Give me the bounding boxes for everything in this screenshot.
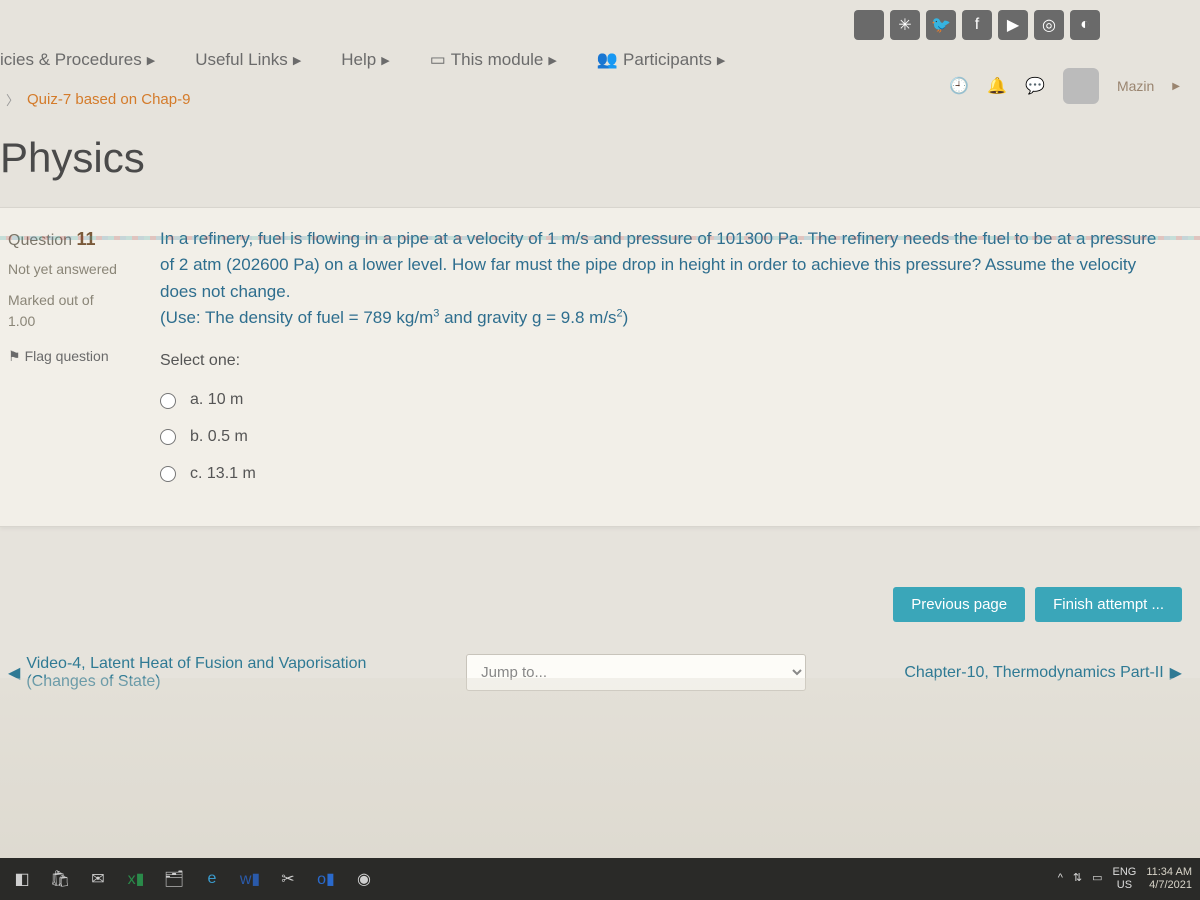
cog-icon[interactable]: ✳ [890,10,920,40]
marked-label: Marked out of [8,292,94,308]
chevron-right-icon: 〉 [6,90,19,109]
nav-useful-links[interactable]: Useful Links ▶ [195,50,301,70]
jump-to-select[interactable]: Jump to... [466,654,806,691]
question-body: In a refinery, fuel is flowing in a pipe… [150,208,1200,526]
apple-icon[interactable] [854,10,884,40]
nav-label: Help [341,50,376,70]
radio-c[interactable] [160,466,176,482]
page-title: Physics [0,134,1200,182]
decorative-strip [0,236,1200,240]
finish-attempt-button[interactable]: Finish attempt ... [1035,587,1182,622]
select-one-label: Select one: [160,349,1172,374]
mail-icon[interactable]: ✉ [84,865,112,893]
clock-icon[interactable]: 🕘 [949,76,969,96]
nav-label: Useful Links [195,50,288,70]
prev-activity-link[interactable]: ◀ Video-4, Latent Heat of Fusion and Vap… [8,655,368,691]
globe-icon[interactable]: ◐ [1070,10,1100,40]
word-icon[interactable]: w▮ [236,865,264,893]
breadcrumb-label[interactable]: Quiz-7 based on Chap-9 [27,91,190,108]
quiz-panel: Question 11 Not yet answered Marked out … [0,207,1200,527]
nav-label: Participants [623,50,712,70]
marked-value: 1.00 [8,313,35,329]
question-label: Question [8,232,72,249]
youtube-icon[interactable]: ▶ [998,10,1028,40]
windows-taskbar: ◧ 🛍 ✉ x▮ 🗂 e w▮ ✂ o▮ ◉ ^ ⇅ ▭ ENG US 11:3… [0,858,1200,900]
system-tray: ^ ⇅ ▭ ENG US 11:34 AM 4/7/2021 [1058,866,1192,892]
topbar-right: 🕘 🔔 💬 Mazin ▶ [949,68,1180,104]
use-mid: and gravity g = 9.8 m/s [439,308,616,327]
excel-icon[interactable]: x▮ [122,865,150,893]
language-indicator[interactable]: ENG US [1112,866,1136,892]
bottom-nav: ◀ Video-4, Latent Heat of Fusion and Vap… [0,642,1200,703]
prev-activity-label: Video-4, Latent Heat of Fusion and Vapor… [26,655,368,691]
radio-b[interactable] [160,429,176,445]
chrome-icon[interactable]: ◉ [350,865,378,893]
question-use: (Use: The density of fuel = 789 kg/m3 an… [160,305,1172,331]
social-bar: ✳ 🐦 f ▶ ◎ ◐ [854,10,1100,40]
question-marked: Marked out of 1.00 [8,290,140,332]
chevron-right-icon: ▶ [548,54,556,67]
radio-a[interactable] [160,393,176,409]
fileexplorer-icon[interactable]: 🗂 [160,865,188,893]
chevron-right-icon: ▶ [717,54,725,67]
lang-label: ENG [1112,866,1136,879]
network-icon[interactable]: ⇅ [1073,872,1082,885]
users-icon: 👥 [597,50,618,70]
bell-icon[interactable]: 🔔 [987,76,1007,96]
option-b[interactable]: b. 0.5 m [160,419,1172,456]
username: Mazin [1117,78,1154,94]
outlook-icon[interactable]: o▮ [312,865,340,893]
nav-policies[interactable]: icies & Procedures ▶ [0,50,155,70]
previous-page-button[interactable]: Previous page [893,587,1025,622]
flag-label: Flag question [25,346,109,367]
option-label: a. 10 m [190,388,243,413]
avatar[interactable] [1063,68,1099,104]
nav-label: icies & Procedures [0,50,142,70]
book-icon: ▭ [430,50,446,70]
chevron-right-icon: ▶ [1172,81,1180,92]
snip-icon[interactable]: ✂ [274,865,302,893]
twitter-icon[interactable]: 🐦 [926,10,956,40]
facebook-icon[interactable]: f [962,10,992,40]
nav-this-module[interactable]: ▭ This module ▶ [430,50,557,70]
region-label: US [1112,879,1136,892]
flag-question[interactable]: ⚑ Flag question [8,346,140,367]
chevron-right-icon: ▶ [381,54,389,67]
clock[interactable]: 11:34 AM 4/7/2021 [1146,866,1192,892]
time-label: 11:34 AM [1146,866,1192,879]
next-activity-label: Chapter-10, Thermodynamics Part-II [904,664,1163,682]
date-label: 4/7/2021 [1146,879,1192,892]
nav-label: This module [451,50,544,70]
option-label: c. 13.1 m [190,462,256,487]
use-post: ) [623,308,629,327]
nav-participants[interactable]: 👥 Participants ▶ [597,50,725,70]
option-c[interactable]: c. 13.1 m [160,456,1172,493]
next-activity-link[interactable]: Chapter-10, Thermodynamics Part-II ▶ [904,663,1182,683]
option-a[interactable]: a. 10 m [160,382,1172,419]
question-meta: Question 11 Not yet answered Marked out … [0,208,150,526]
chevron-right-icon: ▶ [1170,663,1182,683]
options-list: a. 10 m b. 0.5 m c. 13.1 m [160,382,1172,492]
edge-icon[interactable]: e [198,865,226,893]
taskview-icon[interactable]: ◧ [8,865,36,893]
chevron-right-icon: ▶ [293,54,301,67]
nav-buttons: Previous page Finish attempt ... [0,527,1200,642]
nav-help[interactable]: Help ▶ [341,50,389,70]
chevron-right-icon: ▶ [147,54,155,67]
flag-icon: ⚑ [8,346,21,367]
instagram-icon[interactable]: ◎ [1034,10,1064,40]
option-label: b. 0.5 m [190,425,248,450]
store-icon[interactable]: 🛍 [46,865,74,893]
chevron-left-icon: ◀ [8,663,20,683]
chat-icon[interactable]: 💬 [1025,76,1045,96]
desk-reflection [0,678,1200,858]
use-pre: (Use: The density of fuel = 789 kg/m [160,308,433,327]
tray-chevron-icon[interactable]: ^ [1058,872,1063,885]
question-status: Not yet answered [8,259,140,280]
battery-icon[interactable]: ▭ [1092,872,1102,885]
